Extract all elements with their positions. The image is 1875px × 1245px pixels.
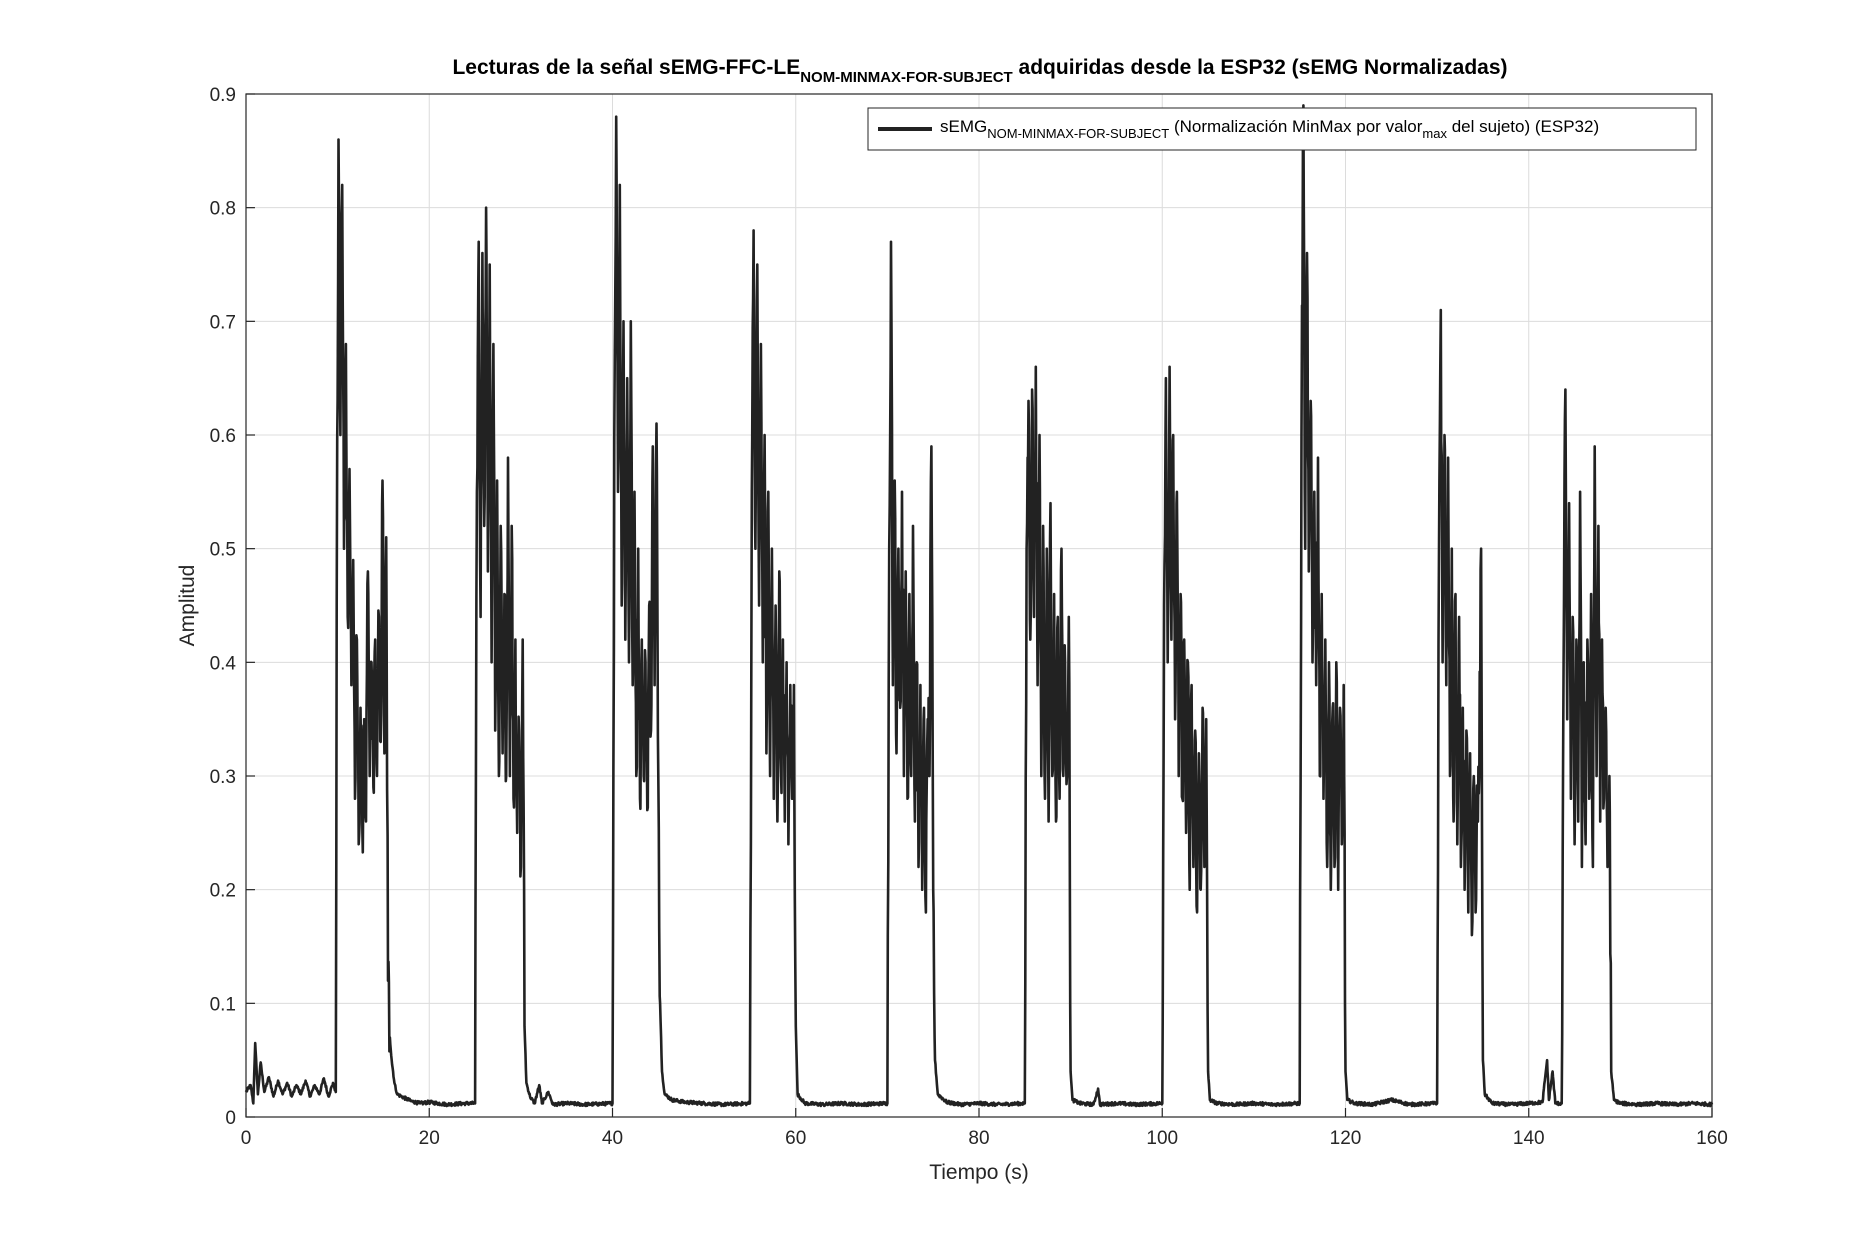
legend-label: sEMGNOM-MINMAX-FOR-SUBJECT (Normalizació… [940,117,1599,141]
ticks: 0 20 40 60 80 100 120 140 160 0 0.1 0.2 0.3 0.4 0.5 0.6… [210,85,1728,1149]
title-suffix: adquiridas desde la ESP32 (sEMG Normaliz… [1013,56,1508,79]
y-tick-label: 0.9 [210,85,236,106]
x-tick-label: 0 [241,1128,252,1149]
data-layer [244,104,1714,1108]
plot-area: 0 20 40 60 80 100 120 140 160 0 0.1 0.2 0.3 0.4 0.5 0.6… [210,85,1728,1149]
legend-label-device: del sujeto) (ESP32) [1447,117,1599,136]
y-tick-label: 0.8 [210,199,236,220]
x-tick-label: 160 [1696,1128,1728,1149]
y-tick-label: 0.2 [210,881,236,902]
title-subscript: NOM-MINMAX-FOR-SUBJECT [800,69,1012,86]
chart-title: Lecturas de la señal sEMG-FFC-LENOM-MINM… [452,56,1507,86]
x-tick-label: 20 [419,1128,440,1149]
legend-label-max-subscript: max [1422,126,1447,141]
y-tick-label: 0.3 [210,767,236,788]
x-tick-label: 40 [602,1128,623,1149]
x-tick-label: 100 [1146,1128,1178,1149]
x-tick-label: 80 [968,1128,989,1149]
legend-label-subscript: NOM-MINMAX-FOR-SUBJECT [987,126,1169,141]
x-axis-label: Tiempo (s) [929,1161,1029,1184]
x-tick-label: 120 [1330,1128,1362,1149]
legend-label-description: (Normalización MinMax por valor [1169,117,1423,136]
title-main: Lecturas de la señal sEMG-FFC-LE [452,56,800,79]
legend-box [867,107,1697,151]
y-tick-label: 0.4 [210,653,237,674]
legend: sEMGNOM-MINMAX-FOR-SUBJECT (Normalizació… [867,107,1697,151]
y-tick-label: 0.5 [210,540,236,561]
series-line [244,104,1714,1108]
legend-label-name: sEMG [940,117,987,136]
y-tick-label: 0.6 [210,426,236,447]
y-axis-label: Amplitud [176,565,199,647]
x-tick-label: 140 [1513,1128,1545,1149]
x-tick-label: 60 [785,1128,806,1149]
y-tick-label: 0.7 [210,312,236,333]
y-tick-label: 0.1 [210,994,236,1015]
y-tick-label: 0 [225,1108,236,1129]
